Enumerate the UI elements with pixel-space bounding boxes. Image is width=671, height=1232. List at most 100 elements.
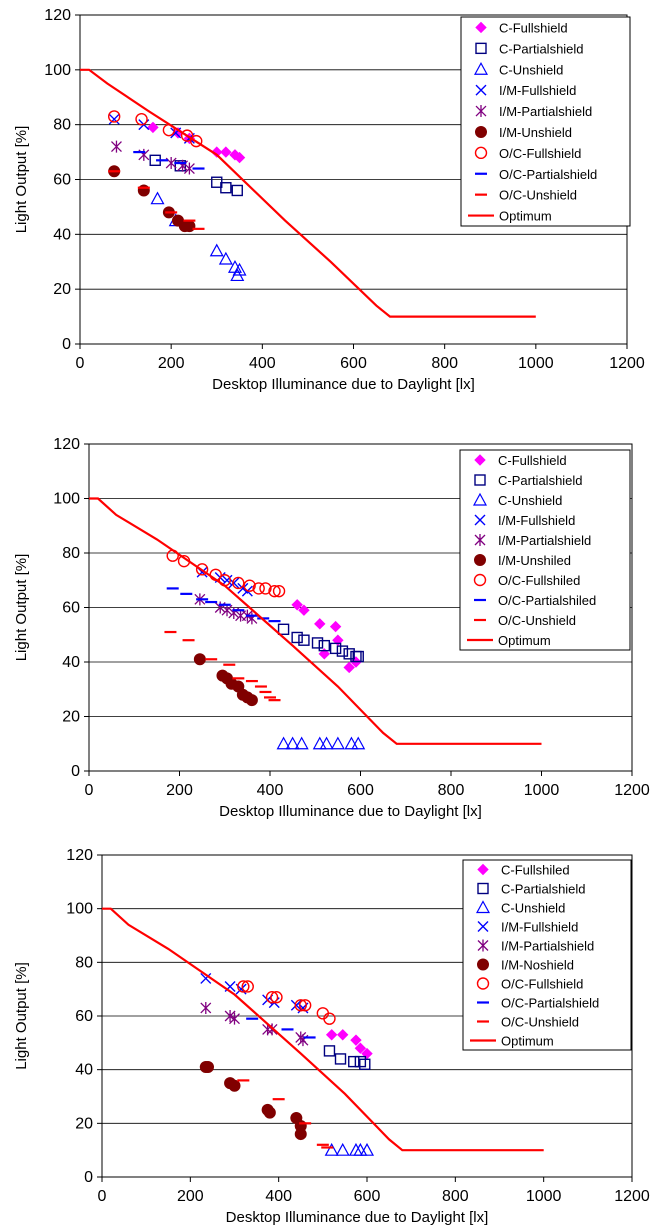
x-tick-label: 1200 (614, 1188, 650, 1205)
data-point (268, 584, 281, 598)
legend-label: C-Partialshield (498, 473, 583, 488)
series-4 (194, 593, 258, 625)
data-point (294, 1128, 307, 1141)
legend-marker (472, 492, 488, 506)
data-point (329, 642, 342, 655)
legend-label: O/C-Unshield (498, 613, 576, 628)
x-axis-title: Desktop Illuminance due to Daylight [lx] (212, 376, 475, 393)
legend-box (462, 859, 632, 1051)
legend-box (460, 16, 631, 227)
data-point (298, 634, 310, 646)
data-point (351, 736, 366, 750)
legend-marker (475, 42, 487, 55)
legend-label: I/M-Fullshield (499, 83, 576, 98)
data-point (195, 563, 209, 576)
y-tick-label: 120 (66, 847, 93, 864)
data-point (359, 1142, 375, 1156)
legend-label: O/C-Fullshield (501, 977, 583, 992)
data-point (108, 113, 120, 125)
y-tick-label: 80 (75, 954, 93, 971)
legend-box (459, 449, 631, 651)
data-point (183, 162, 195, 175)
y-tick-label: 120 (44, 7, 71, 24)
y-tick-label: 0 (62, 336, 71, 353)
data-point (135, 112, 148, 126)
data-point (329, 620, 342, 633)
legend-marker (475, 900, 491, 914)
legend-marker (474, 554, 486, 566)
data-point (150, 191, 165, 205)
data-point (285, 736, 300, 750)
series-2 (150, 191, 247, 282)
series-4 (111, 140, 195, 175)
y-axis-title: Light Output [%] (13, 554, 30, 662)
legend-marker (477, 863, 489, 876)
data-point (218, 251, 233, 265)
data-point (180, 129, 194, 142)
data-point (344, 736, 359, 750)
data-point (348, 1055, 360, 1068)
legend-label: O/C-Partialshiled (498, 593, 596, 608)
data-point (232, 262, 247, 276)
legend: C-Fullshield C-Partialshield C-Unshield I/M… (460, 16, 631, 227)
x-tick-label: 1000 (518, 355, 554, 372)
data-point (232, 576, 245, 590)
data-point (241, 980, 254, 993)
legend-label: I/M-Fullshield (501, 920, 578, 935)
legend-marker (474, 534, 486, 546)
x-tick-label: 600 (340, 355, 367, 372)
x-tick-label: 600 (347, 782, 374, 799)
data-point (312, 736, 327, 750)
data-point (336, 645, 349, 657)
series-1 (277, 623, 364, 663)
series-8 (237, 1079, 334, 1149)
data-point (298, 999, 312, 1012)
legend-label: I/M-Partialshield (501, 939, 594, 954)
data-point (200, 972, 212, 984)
x-tick-label: 400 (249, 355, 276, 372)
data-point (200, 1001, 212, 1014)
legend-marker (473, 573, 487, 587)
data-point (263, 1106, 276, 1119)
data-point (330, 736, 345, 750)
legend: C-Fullshield C-Partialshield C-Unshield I/M… (459, 449, 631, 651)
x-tick-label: 200 (166, 782, 193, 799)
data-point (190, 134, 203, 148)
data-point (343, 661, 355, 674)
x-tick-label: 800 (431, 355, 458, 372)
data-point (237, 980, 250, 993)
legend-marker (477, 921, 489, 932)
data-point (138, 148, 150, 161)
x-tick-label: 400 (257, 782, 284, 799)
y-tick-label: 120 (53, 436, 80, 453)
y-tick-label: 20 (75, 1115, 93, 1132)
data-point (318, 639, 330, 652)
x-axis-title: Desktop Illuminance due to Daylight [lx] (226, 1209, 489, 1226)
legend-label: C-Partialshield (501, 882, 586, 897)
y-tick-label: 20 (53, 281, 71, 298)
data-point (107, 110, 121, 123)
x-tick-label: 1200 (609, 355, 645, 372)
data-point (297, 1034, 309, 1047)
y-tick-label: 80 (53, 117, 71, 134)
y-axis-title: Light Output [%] (13, 962, 30, 1070)
y-tick-label: 0 (71, 763, 80, 780)
data-point (335, 1142, 350, 1156)
data-point (324, 1142, 339, 1156)
y-axis-title: Light Output [%] (13, 126, 30, 234)
x-tick-label: 200 (177, 1188, 204, 1205)
legend-label: C-Unshield (498, 493, 562, 508)
data-point (291, 599, 303, 611)
legend-label: Optimum (498, 633, 551, 648)
series-2 (276, 736, 366, 750)
data-point (352, 650, 364, 663)
data-point (319, 736, 334, 750)
legend-label: O/C-Unshield (499, 188, 577, 203)
legend-label: O/C-Partialshield (499, 167, 597, 182)
series-6 (237, 980, 336, 1025)
series-7 (246, 1017, 316, 1039)
legend-label: I/M-Fullshield (498, 513, 575, 528)
data-point (137, 184, 150, 197)
series-9 (89, 497, 542, 745)
